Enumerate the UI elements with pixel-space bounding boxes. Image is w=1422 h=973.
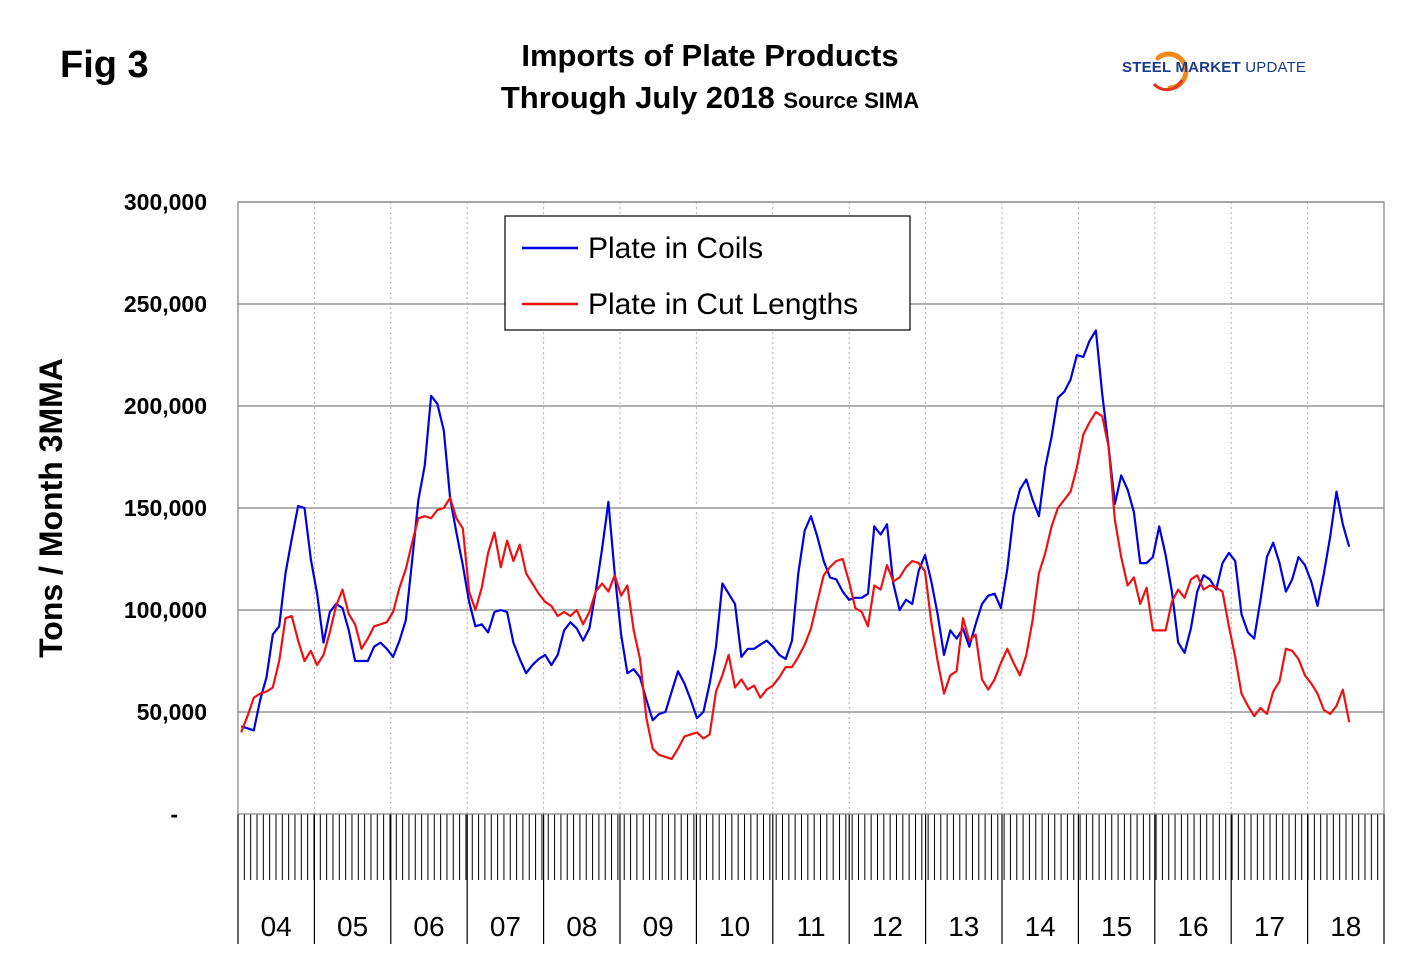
x-year-label-14: 14 xyxy=(1025,911,1056,942)
x-year-label-17: 17 xyxy=(1254,911,1285,942)
legend-box xyxy=(504,215,911,331)
y-axis-label: Tons / Month 3MMA xyxy=(33,358,69,658)
y-axis-tick-labels: - 50,000 100,000 150,000 200,000 250,000 300,0… xyxy=(124,189,207,827)
x-year-label-11: 11 xyxy=(796,911,825,942)
y-tick-label-2: 100,000 xyxy=(124,597,207,623)
x-year-label-12: 12 xyxy=(872,911,903,942)
figure-label: Fig 3 xyxy=(60,44,149,86)
steel-market-update-logo: STEEL MARKET UPDATE xyxy=(1120,44,1320,94)
legend-label-plate-in-coils: Plate in Coils xyxy=(588,232,763,265)
chart-series xyxy=(240,329,1351,760)
y-tick-label-0: - xyxy=(170,801,178,827)
x-year-label-09: 09 xyxy=(643,911,674,942)
chart-source: Source SIMA xyxy=(783,88,920,113)
chart-title-date: Through July 2018 xyxy=(500,80,775,115)
x-year-label-04: 04 xyxy=(261,911,292,942)
y-tick-label-4: 200,000 xyxy=(124,393,207,419)
plot-area xyxy=(237,201,1385,815)
x-year-label-08: 08 xyxy=(566,911,597,942)
y-tick-label-3: 150,000 xyxy=(124,495,207,521)
chart-title-line2: Through July 2018 Source SIMA xyxy=(360,80,1060,116)
x-year-label-15: 15 xyxy=(1101,911,1132,942)
y-tick-label-1: 50,000 xyxy=(137,699,207,725)
y-tick-label-6: 300,000 xyxy=(124,189,207,215)
x-year-label-05: 05 xyxy=(337,911,368,942)
chart-x-minor-ticks xyxy=(237,814,1385,880)
series-line-plate-in-cut-lengths xyxy=(240,411,1351,760)
x-year-label-06: 06 xyxy=(413,911,444,942)
x-axis-year-labels: 04 05 06 07 08 09 10 11 12 13 14 15 16 17 18 xyxy=(261,911,1362,942)
logo-text: STEEL MARKET UPDATE xyxy=(1122,59,1307,76)
legend-label-plate-in-cut-lengths: Plate in Cut Lengths xyxy=(588,288,858,321)
series-line-plate-in-coils xyxy=(240,329,1351,732)
x-year-label-07: 07 xyxy=(490,911,521,942)
x-year-label-16: 16 xyxy=(1177,911,1208,942)
x-year-label-18: 18 xyxy=(1330,911,1361,942)
chart-title-line1: Imports of Plate Products xyxy=(521,38,899,73)
logo-swoosh-icon xyxy=(1152,51,1189,92)
y-tick-label-5: 250,000 xyxy=(124,291,207,317)
x-year-label-10: 10 xyxy=(719,911,750,942)
x-year-label-13: 13 xyxy=(948,911,979,942)
chart-legend: Plate in Coils Plate in Cut Lengths xyxy=(504,215,911,331)
